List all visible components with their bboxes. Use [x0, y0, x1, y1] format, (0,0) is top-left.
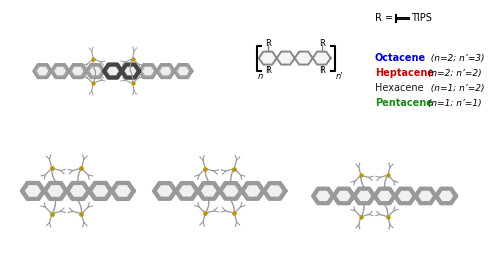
Text: R: R	[265, 39, 270, 48]
Polygon shape	[264, 183, 285, 199]
Polygon shape	[66, 183, 89, 199]
Polygon shape	[242, 183, 264, 199]
Text: (n=1; n’=2): (n=1; n’=2)	[424, 83, 484, 93]
Polygon shape	[174, 64, 192, 78]
Text: Octacene: Octacene	[374, 53, 426, 63]
Polygon shape	[112, 183, 134, 199]
Text: (n=2; n’=2): (n=2; n’=2)	[424, 69, 481, 78]
Polygon shape	[34, 64, 52, 78]
Text: Hexacene: Hexacene	[374, 83, 423, 93]
Polygon shape	[220, 183, 242, 199]
Text: Heptacene: Heptacene	[374, 68, 434, 78]
Polygon shape	[313, 189, 334, 204]
Polygon shape	[44, 183, 66, 199]
Polygon shape	[69, 64, 86, 78]
Text: R: R	[265, 66, 270, 75]
Text: (n=1; n’=1): (n=1; n’=1)	[424, 99, 481, 108]
Polygon shape	[198, 183, 220, 199]
Polygon shape	[86, 64, 104, 78]
Polygon shape	[436, 189, 456, 204]
Polygon shape	[354, 189, 374, 204]
Polygon shape	[334, 189, 354, 204]
Polygon shape	[416, 189, 436, 204]
Polygon shape	[157, 64, 174, 78]
Text: TIPS: TIPS	[410, 13, 432, 23]
Text: R =: R =	[374, 13, 396, 23]
Polygon shape	[22, 183, 44, 199]
Polygon shape	[154, 183, 176, 199]
Text: R: R	[318, 66, 324, 75]
Text: R: R	[318, 39, 324, 48]
Polygon shape	[258, 51, 276, 64]
Text: n: n	[258, 72, 263, 80]
Polygon shape	[104, 64, 122, 78]
Polygon shape	[52, 64, 69, 78]
Text: (n=2; n’=3): (n=2; n’=3)	[424, 54, 484, 63]
Polygon shape	[89, 183, 112, 199]
Text: n': n'	[336, 72, 343, 80]
Polygon shape	[276, 51, 294, 64]
Polygon shape	[294, 51, 312, 64]
Polygon shape	[312, 51, 330, 64]
Polygon shape	[374, 189, 395, 204]
Polygon shape	[176, 183, 198, 199]
Text: Pentacene: Pentacene	[374, 98, 432, 108]
Polygon shape	[395, 189, 415, 204]
Polygon shape	[140, 64, 157, 78]
Polygon shape	[122, 64, 140, 78]
